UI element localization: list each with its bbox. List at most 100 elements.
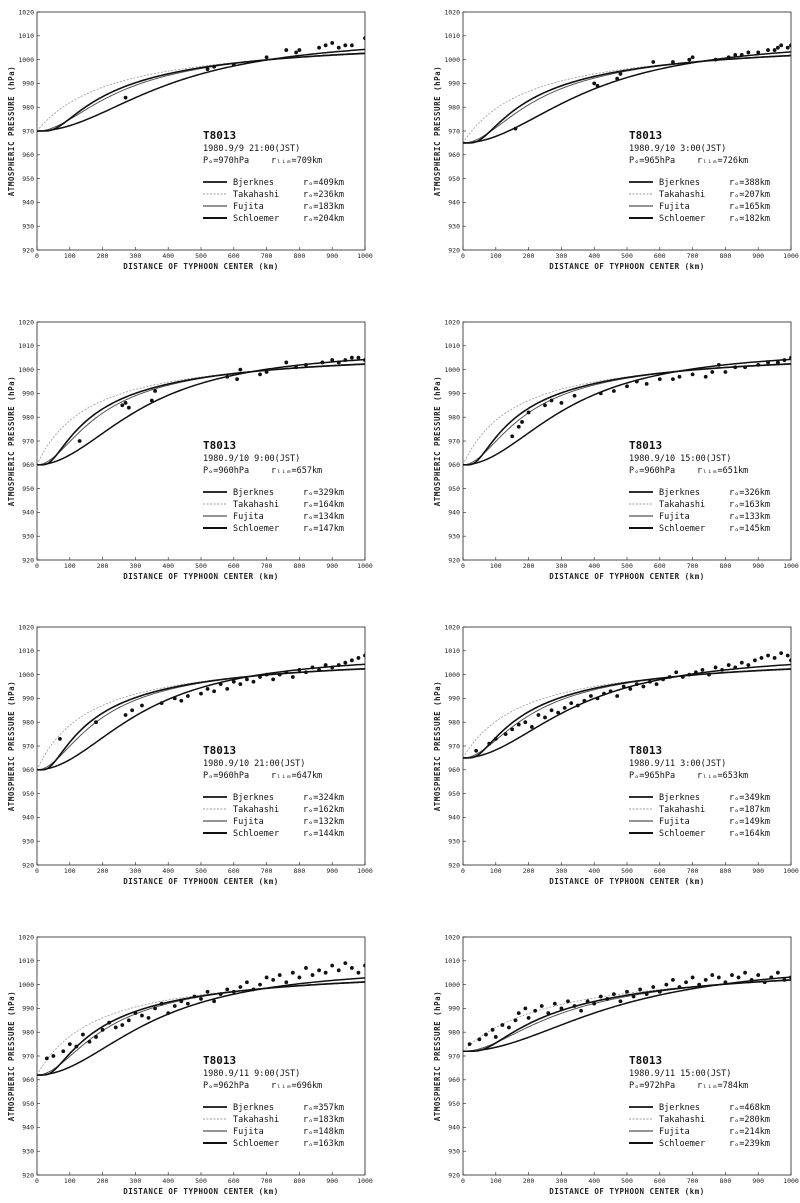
legend-label: Bjerknes: [659, 178, 700, 188]
series-line-bjerknes: [37, 358, 365, 466]
x-tick-label: 400: [162, 562, 174, 570]
x-tick-label: 0: [35, 252, 39, 260]
x-tick-label: 400: [162, 867, 174, 875]
x-tick-label: 600: [228, 867, 240, 875]
legend-label: Fujita: [659, 512, 690, 522]
chart-panel-3: 0 100 200 300 400 500 600 700 800 900 1000 920 930 94…: [7, 318, 373, 581]
observation-point: [231, 62, 236, 67]
observation-point: [363, 358, 365, 362]
observation-point: [330, 41, 335, 45]
series-line-schloemer: [37, 668, 365, 771]
legend-label: Schloemer: [233, 214, 279, 224]
observation-point: [762, 980, 767, 985]
observation-point: [520, 420, 524, 424]
r-limit-label: rₗᵢₘ=784km: [697, 1081, 748, 1091]
observation-point: [713, 57, 718, 62]
y-tick-label: 1020: [444, 8, 460, 16]
observation-point: [602, 691, 606, 696]
legend: Bjerknes rₒ=329km Takahashi rₒ=164km Fujita r…: [203, 488, 344, 534]
observation-point: [120, 1023, 125, 1027]
observation-point: [753, 658, 757, 663]
x-tick-label: 200: [523, 1177, 535, 1185]
observation-point: [766, 360, 770, 365]
y-tick-label: 930: [448, 223, 460, 231]
y-axis-label: ATMOSPHERIC PRESSURE (hPa): [7, 681, 16, 811]
y-axis-label: ATMOSPHERIC PRESSURE (hPa): [433, 991, 442, 1121]
observation-point: [284, 980, 289, 985]
observation-point: [749, 977, 754, 982]
x-tick-label: 200: [97, 562, 109, 570]
observation-point: [677, 374, 682, 379]
legend-label: Schloemer: [233, 1139, 279, 1149]
observation-point: [133, 1011, 138, 1016]
observation-point: [713, 665, 718, 670]
x-tick-label: 900: [752, 867, 764, 875]
observation-point: [687, 672, 692, 677]
observation-point: [310, 973, 315, 977]
legend-radius-value: rₒ=207km: [729, 190, 770, 200]
observation-point: [543, 715, 547, 720]
observation-point: [343, 660, 348, 665]
chart-panel-7: 0 100 200 300 400 500 600 700 800 900 1000 920 930 94…: [7, 933, 373, 1196]
observation-point: [467, 1042, 472, 1046]
observation-point: [356, 355, 361, 360]
observation-point: [290, 675, 295, 679]
observation-point: [625, 384, 629, 389]
observation-point: [238, 367, 243, 372]
observation-point: [500, 1023, 505, 1027]
typhoon-id: T8013: [203, 129, 236, 142]
series-line-schloemer: [463, 54, 791, 144]
y-tick-label: 930: [22, 1148, 34, 1156]
legend-label: Fujita: [233, 512, 264, 522]
observation-point: [575, 703, 580, 708]
x-tick-label: 1000: [357, 252, 373, 260]
y-tick-label: 1020: [18, 318, 34, 326]
typhoon-id: T8013: [629, 439, 662, 452]
observation-point: [772, 656, 777, 660]
observation-point: [605, 996, 610, 1001]
observation-point: [638, 987, 643, 992]
x-tick-label: 800: [720, 1177, 732, 1185]
y-tick-label: 1000: [444, 981, 460, 989]
x-tick-label: 600: [654, 867, 666, 875]
y-tick-label: 980: [448, 1029, 460, 1037]
y-tick-label: 950: [22, 485, 34, 493]
y-tick-label: 960: [448, 461, 460, 469]
observation-point: [654, 682, 659, 687]
observation-point: [218, 682, 223, 687]
observation-point: [671, 60, 675, 64]
observation-point: [723, 370, 728, 374]
observation-point: [648, 679, 652, 684]
observation-point: [703, 374, 708, 379]
observation-point: [330, 665, 335, 670]
y-tick-label: 1010: [444, 32, 460, 40]
chart-panel-1: 0 100 200 300 400 500 600 700 800 900 1000 920 930 94…: [7, 8, 373, 271]
observation-point: [320, 360, 325, 365]
observation-point: [94, 1035, 98, 1039]
observation-point: [484, 1032, 488, 1037]
y-tick-label: 980: [22, 414, 34, 422]
datetime-label: 1980.9/10 15:00(JST): [629, 454, 731, 464]
observation-point: [490, 1027, 495, 1032]
observation-point: [199, 996, 203, 1001]
observation-point: [739, 52, 744, 57]
observation-point: [238, 682, 243, 687]
observation-point: [775, 45, 780, 50]
legend: Bjerknes rₒ=349km Takahashi rₒ=187km Fujita r…: [629, 793, 770, 839]
x-tick-label: 700: [687, 867, 699, 875]
observation-point: [785, 45, 790, 50]
observation-point: [349, 355, 354, 360]
observation-point: [726, 55, 731, 60]
observation-point: [634, 379, 639, 384]
observation-point: [94, 720, 98, 725]
y-tick-label: 980: [22, 104, 34, 112]
x-tick-label: 400: [588, 562, 600, 570]
observation-point: [644, 992, 649, 997]
observation-point: [67, 1042, 72, 1046]
r-limit-label: rₗᵢₘ=709km: [271, 156, 322, 166]
central-pressure-label: Pₒ=965hPa: [629, 156, 675, 166]
observation-point: [513, 1018, 518, 1023]
x-tick-label: 300: [556, 562, 568, 570]
legend-label: Schloemer: [659, 1139, 705, 1149]
observation-point: [356, 970, 361, 975]
